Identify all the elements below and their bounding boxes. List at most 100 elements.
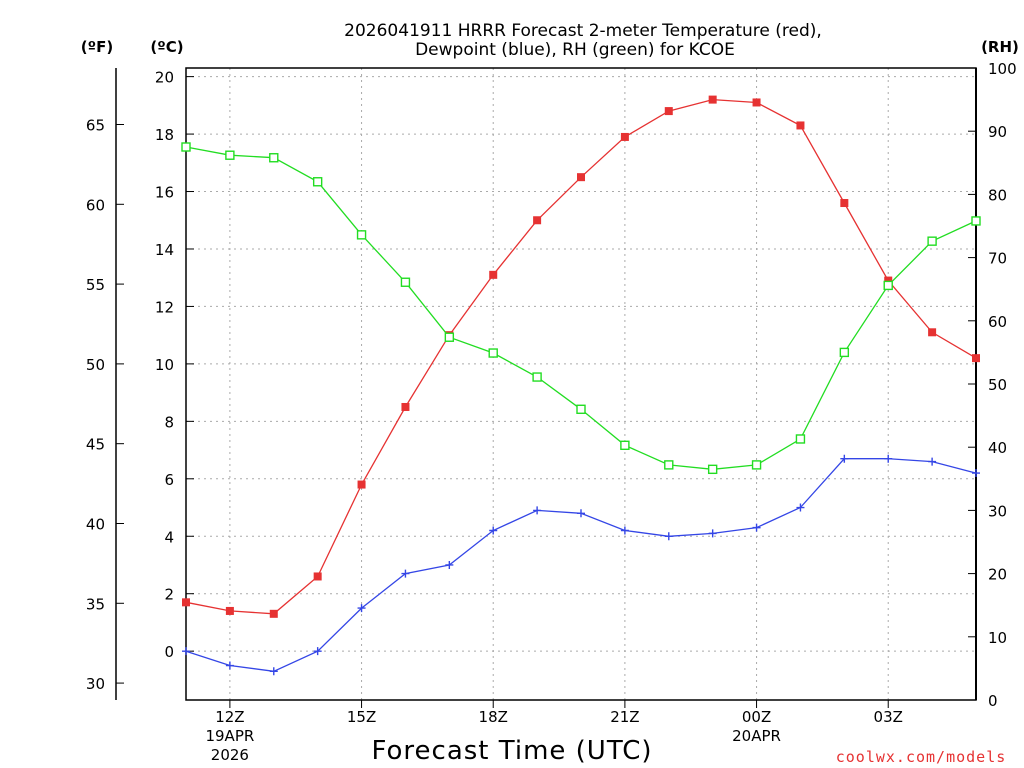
rh-point bbox=[971, 216, 981, 226]
dewpoint-point bbox=[357, 604, 366, 613]
x-tick-label: 18Z bbox=[479, 708, 508, 726]
temperature-point bbox=[533, 216, 542, 225]
dewpoint-point bbox=[884, 454, 893, 463]
fahrenheit-tick-label: 50 bbox=[86, 356, 105, 374]
x-axis-title: Forecast Time (UTC) bbox=[371, 736, 652, 766]
rh-point bbox=[927, 236, 937, 246]
temperature-point bbox=[708, 95, 717, 104]
rh-point bbox=[225, 150, 235, 160]
celsius-tick-label: 14 bbox=[155, 241, 174, 259]
rh-point bbox=[795, 434, 806, 444]
rh-tick-label: 30 bbox=[988, 502, 1007, 520]
celsius-tick-label: 16 bbox=[155, 184, 174, 202]
dewpoint-point bbox=[577, 509, 585, 518]
x-tick-label: 12Z bbox=[215, 708, 244, 726]
rh-point bbox=[707, 464, 718, 475]
dewpoint-point bbox=[620, 526, 629, 535]
rh-point bbox=[400, 277, 411, 287]
temperature-point bbox=[664, 107, 673, 116]
rh-point bbox=[444, 332, 455, 342]
celsius-unit-label: (ºC) bbox=[150, 38, 183, 56]
temperature-point bbox=[752, 98, 761, 107]
rh-point bbox=[576, 404, 586, 414]
rh-tick-label: 70 bbox=[988, 250, 1007, 268]
temperature-point bbox=[620, 132, 629, 141]
rh-point bbox=[664, 460, 674, 470]
dewpoint-point bbox=[752, 523, 761, 532]
dewpoint-point bbox=[225, 661, 234, 670]
rh-point bbox=[181, 142, 191, 152]
rh-line bbox=[185, 146, 977, 470]
temperature-point bbox=[489, 270, 498, 279]
rh-tick-label: 40 bbox=[988, 439, 1007, 457]
rh-tick-label: 0 bbox=[988, 692, 998, 710]
rh-point bbox=[620, 440, 630, 451]
x-tick-label: 21Z bbox=[610, 708, 639, 726]
celsius-tick-label: 8 bbox=[164, 413, 174, 431]
x-tick-label: 15Z bbox=[347, 708, 376, 726]
dewpoint-point bbox=[401, 569, 410, 578]
rh-tick-label: 20 bbox=[988, 566, 1007, 584]
rh-point bbox=[488, 348, 498, 358]
rh-tick-label: 90 bbox=[988, 123, 1007, 141]
dewpoint-point bbox=[269, 667, 278, 676]
celsius-tick-label: 10 bbox=[155, 356, 174, 374]
temperature-point bbox=[972, 354, 980, 363]
celsius-tick-label: 2 bbox=[164, 586, 174, 604]
fahrenheit-tick-label: 60 bbox=[86, 196, 105, 214]
temperature-point bbox=[269, 609, 278, 618]
dewpoint-point bbox=[928, 457, 937, 466]
x-year-label: 2026 bbox=[211, 746, 249, 764]
rh-tick-label: 50 bbox=[988, 376, 1007, 394]
rh-point bbox=[269, 153, 279, 163]
celsius-tick-label: 18 bbox=[155, 126, 174, 144]
temperature-point bbox=[928, 328, 937, 337]
rh-tick-label: 80 bbox=[988, 186, 1007, 204]
dewpoint-point bbox=[796, 503, 805, 512]
rh-tick-label: 100 bbox=[988, 60, 1017, 78]
rh-point bbox=[312, 177, 323, 187]
rh-tick-label: 60 bbox=[988, 313, 1007, 331]
rh-point bbox=[356, 230, 367, 240]
temperature-point bbox=[796, 121, 805, 130]
temperature-point bbox=[577, 173, 585, 182]
temperature-point bbox=[840, 199, 849, 208]
dewpoint-point bbox=[708, 529, 717, 538]
dewpoint-point bbox=[664, 532, 673, 541]
fahrenheit-tick-label: 45 bbox=[86, 436, 105, 454]
x-date-label: 19APR bbox=[205, 727, 254, 745]
dewpoint-point bbox=[489, 526, 498, 535]
dewpoint-point bbox=[313, 647, 322, 656]
celsius-tick-label: 6 bbox=[164, 471, 174, 489]
dewpoint-point bbox=[840, 454, 849, 463]
dewpoint-point bbox=[182, 647, 190, 656]
fahrenheit-tick-label: 35 bbox=[86, 595, 105, 613]
plot-frame bbox=[185, 67, 977, 701]
rh-tick-label: 10 bbox=[988, 629, 1007, 647]
celsius-tick-label: 12 bbox=[155, 298, 174, 316]
rh-point bbox=[839, 347, 850, 358]
x-date-label: 20APR bbox=[732, 727, 781, 745]
dewpoint-point bbox=[533, 506, 542, 515]
credit-text: coolwx.com/models bbox=[836, 748, 1007, 766]
temperature-point bbox=[884, 276, 893, 285]
chart-title-line2: Dewpoint (blue), RH (green) for KCOE bbox=[415, 40, 735, 60]
fahrenheit-tick-label: 40 bbox=[86, 515, 105, 533]
temperature-point bbox=[357, 480, 366, 489]
x-tick-label: 00Z bbox=[742, 708, 771, 726]
celsius-tick-label: 4 bbox=[164, 528, 174, 546]
rh-unit-label: (RH) bbox=[981, 38, 1019, 56]
rh-point bbox=[532, 372, 542, 382]
temperature-point bbox=[401, 402, 410, 411]
temperature-point bbox=[225, 606, 234, 615]
series-layer bbox=[181, 95, 981, 676]
fahrenheit-tick-label: 55 bbox=[86, 276, 105, 294]
fahrenheit-tick-label: 65 bbox=[86, 116, 105, 134]
celsius-tick-label: 0 bbox=[164, 643, 174, 661]
celsius-tick-label: 20 bbox=[155, 69, 174, 87]
chart-title-line1: 2026041911 HRRR Forecast 2-meter Tempera… bbox=[344, 21, 822, 41]
temperature-point bbox=[313, 572, 322, 581]
rh-point bbox=[751, 460, 762, 470]
